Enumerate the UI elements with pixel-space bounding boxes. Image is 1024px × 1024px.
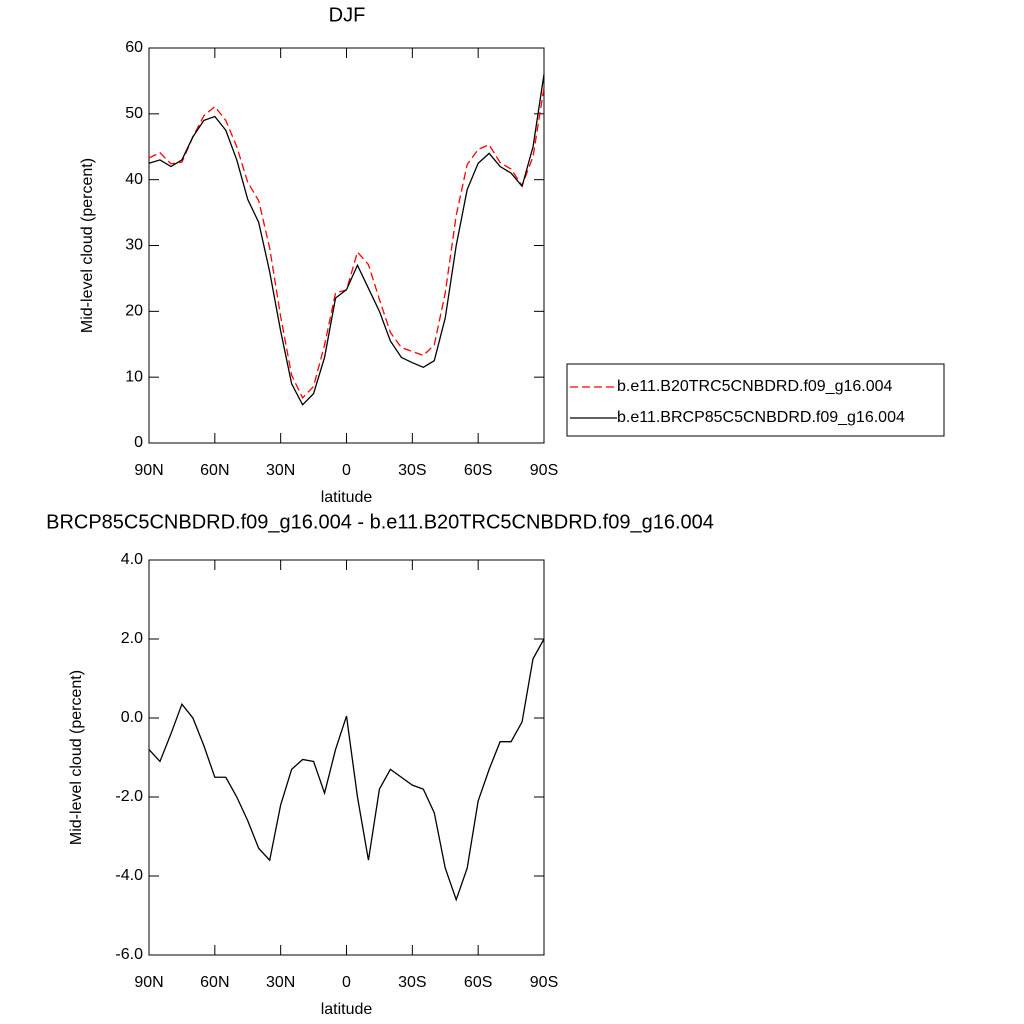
y-tick-label: -6.0	[115, 946, 143, 963]
y-tick-label: -4.0	[115, 867, 143, 884]
x-tick-label: 0	[342, 974, 351, 991]
x-tick-label: 60S	[464, 974, 492, 991]
y-tick-label: 10	[125, 368, 143, 385]
x-tick-label: 60N	[200, 462, 229, 479]
y-tick-label: 60	[125, 39, 143, 56]
chart-title: DJF	[329, 4, 366, 26]
y-tick-label: 0.0	[121, 709, 143, 726]
y-tick-label: 4.0	[121, 551, 143, 568]
y-tick-label: 40	[125, 171, 143, 188]
chart-title: BRCP85C5CNBDRD.f09_g16.004 - b.e11.B20TR…	[46, 511, 714, 533]
data-line	[148, 74, 545, 406]
y-tick-label: 0	[134, 434, 143, 451]
x-axis-label: latitude	[321, 489, 373, 506]
x-tick-label: 30N	[266, 974, 295, 991]
x-tick-label: 30S	[398, 974, 426, 991]
x-tick-label: 30S	[398, 462, 426, 479]
x-tick-label: 0	[342, 462, 351, 479]
x-tick-label: 90N	[134, 974, 163, 991]
data-line	[148, 638, 545, 902]
legend-label: b.e11.B20TRC5CNBDRD.f09_g16.004	[617, 378, 893, 395]
y-tick-label: 2.0	[121, 630, 143, 647]
x-tick-label: 60S	[464, 462, 492, 479]
x-tick-label: 90N	[134, 462, 163, 479]
y-axis-label: Mid-level cloud (percent)	[79, 158, 96, 333]
x-axis-label: latitude	[321, 1001, 373, 1018]
legend: b.e11.B20TRC5CNBDRD.f09_g16.004 b.e11.BRC…	[566, 363, 945, 437]
data-line	[148, 87, 545, 400]
x-tick-label: 90S	[530, 974, 558, 991]
x-tick-label: 90S	[530, 462, 558, 479]
y-tick-label: 20	[125, 303, 143, 320]
y-tick-label: -2.0	[115, 788, 143, 805]
legend-box	[566, 363, 945, 437]
x-tick-label: 30N	[266, 462, 295, 479]
legend-label: b.e11.BRCP85C5CNBDRD.f09_g16.004	[617, 409, 905, 426]
y-tick-label: 30	[125, 237, 143, 254]
x-tick-label: 60N	[200, 974, 229, 991]
plot-frame	[148, 47, 545, 444]
y-axis-label: Mid-level cloud (percent)	[68, 670, 85, 845]
y-tick-label: 50	[125, 105, 143, 122]
